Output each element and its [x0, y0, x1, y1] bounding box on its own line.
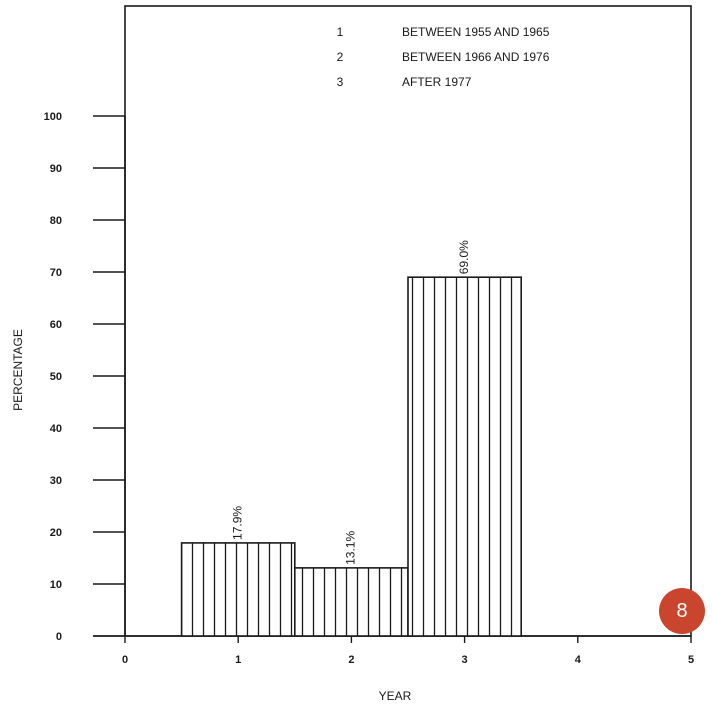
y-tick-label: 80 — [50, 215, 62, 227]
x-axis-title: YEAR — [379, 689, 412, 703]
data-labels: 17.9% 13.1% 69.0% — [230, 240, 470, 565]
y-tick-label: 70 — [50, 267, 62, 279]
y-axis-title: PERCENTAGE — [11, 329, 25, 411]
x-tick-label: 3 — [462, 654, 468, 666]
page-number-badge: 8 — [659, 588, 705, 634]
y-tick-label: 50 — [50, 371, 62, 383]
y-tick-label: 40 — [50, 423, 62, 435]
y-tick-label: 0 — [56, 631, 62, 643]
x-tick-label: 0 — [122, 654, 128, 666]
legend-key: 2 — [337, 50, 344, 64]
bar-1 — [180, 542, 296, 637]
x-axis-ticks: 0 1 2 3 4 5 — [122, 636, 694, 666]
y-axis-ticks: 0 10 20 30 40 50 60 70 80 90 100 — [44, 111, 125, 643]
y-tick-label: 10 — [50, 579, 62, 591]
x-tick-label: 2 — [348, 654, 354, 666]
x-tick-label: 4 — [575, 654, 582, 666]
legend: 1 BETWEEN 1955 AND 1965 2 BETWEEN 1966 AND … — [337, 25, 550, 89]
legend-entry-text: BETWEEN 1955 AND 1965 — [402, 25, 550, 39]
bars — [180, 276, 522, 637]
data-label-1: 17.9% — [230, 506, 244, 540]
data-label-3: 69.0% — [457, 240, 471, 274]
y-tick-label: 90 — [50, 163, 62, 175]
legend-entry-text: AFTER 1977 — [402, 75, 472, 89]
data-label-2: 13.1% — [344, 531, 358, 565]
y-tick-label: 60 — [50, 319, 62, 331]
legend-key: 3 — [337, 75, 344, 89]
x-tick-label: 1 — [235, 654, 241, 666]
legend-entry-text: BETWEEN 1966 AND 1976 — [402, 50, 550, 64]
y-tick-label: 100 — [44, 111, 62, 123]
x-tick-label: 5 — [688, 654, 694, 666]
legend-key: 1 — [337, 25, 344, 39]
bar-2 — [293, 567, 409, 637]
y-tick-label: 20 — [50, 527, 62, 539]
y-tick-label: 30 — [50, 475, 62, 487]
bar-3 — [407, 276, 522, 637]
